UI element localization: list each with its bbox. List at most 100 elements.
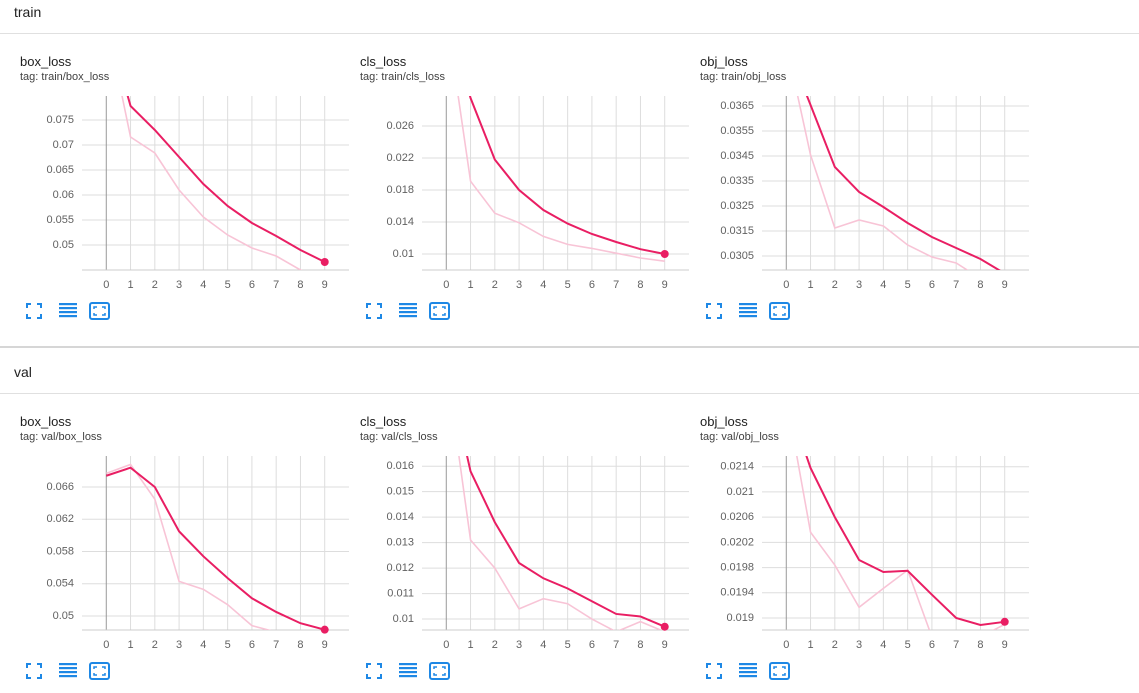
fit-domain-button[interactable] [769,302,790,320]
icon-bar [399,307,417,310]
x-tick-label: 4 [880,279,886,291]
x-tick-label: 2 [492,639,498,651]
icon-frame [769,302,790,320]
icon-frame [429,302,450,320]
icon-stroke [717,663,722,668]
fit-domain-button[interactable] [429,662,450,680]
y-tick-label: 0.06 [53,189,74,201]
x-tick-label: 4 [200,279,206,291]
last-point [320,625,329,634]
data-toggle-button[interactable] [739,663,757,678]
icon-bar [59,307,77,310]
y-tick-label: 0.0365 [720,100,754,112]
fullscreen-button[interactable] [706,663,722,679]
icon-bar [399,667,417,670]
icon-bar [739,663,757,666]
x-tick-label: 4 [540,639,546,651]
data-toggle-button[interactable] [59,663,77,678]
last-point [660,250,669,258]
x-tick-label: 3 [516,279,522,291]
icon-bar [59,311,77,314]
x-tick-label: 4 [200,639,206,651]
chart-title: obj_loss [700,414,748,429]
line-series [466,456,666,628]
y-tick-label: 0.014 [386,216,414,228]
fullscreen-button[interactable] [366,663,382,679]
icon-stroke [706,663,711,668]
line-series [796,96,969,270]
data-toggle-button[interactable] [739,303,757,318]
icon-bar [59,663,77,666]
fit-domain-button[interactable] [89,662,110,680]
chart-subtitle: tag: val/box_loss [20,431,102,443]
x-tick-label: 3 [176,639,182,651]
y-tick-label: 0.011 [387,587,414,599]
icon-stroke [706,674,711,679]
section-title: val [14,364,32,380]
data-toggle-button[interactable] [59,303,77,318]
x-tick-label: 6 [249,279,255,291]
x-tick-label: 1 [467,639,473,651]
x-tick-label: 2 [832,639,838,651]
icon-stroke [377,303,382,308]
x-tick-label: 0 [783,279,789,291]
icon-stroke [37,303,42,308]
icon-bar [739,307,757,310]
y-tick-label: 0.016 [386,460,414,472]
x-tick-label: 6 [249,639,255,651]
icon-stroke [37,314,42,319]
x-tick-label: 6 [929,639,935,651]
x-tick-label: 6 [589,639,595,651]
y-tick-label: 0.0345 [720,150,754,162]
x-tick-label: 1 [467,279,473,291]
y-tick-label: 0.0355 [720,125,754,137]
fullscreen-button[interactable] [26,663,42,679]
line-series [468,96,665,255]
icon-bar [399,315,417,318]
icon-bar [739,671,757,674]
y-tick-label: 0.018 [386,184,414,196]
x-tick-label: 3 [176,279,182,291]
line-series [796,456,1006,630]
y-tick-label: 0.05 [53,610,74,622]
x-tick-label: 1 [807,639,813,651]
x-tick-label: 9 [322,279,328,291]
icon-bar [739,303,757,306]
icon-bar [399,675,417,678]
data-toggle-button[interactable] [399,303,417,318]
data-toggle-button[interactable] [399,663,417,678]
fullscreen-button[interactable] [366,303,382,319]
x-tick-label: 8 [297,639,303,651]
y-tick-label: 0.0325 [720,200,754,212]
x-tick-label: 2 [492,279,498,291]
icon-corners [93,666,106,676]
line-series [805,456,1005,626]
x-tick-label: 8 [977,639,983,651]
y-tick-label: 0.021 [726,486,754,498]
y-tick-label: 0.012 [386,562,414,574]
fullscreen-button[interactable] [706,303,722,319]
x-tick-label: 9 [662,639,668,651]
icon-stroke [717,303,722,308]
x-tick-label: 8 [637,279,643,291]
icon-bar [739,675,757,678]
x-tick-label: 5 [905,279,911,291]
x-tick-label: 7 [613,279,619,291]
x-tick-label: 5 [225,279,231,291]
x-tick-label: 9 [1002,279,1008,291]
y-tick-label: 0.01 [393,613,414,625]
icon-bar [399,671,417,674]
fit-domain-button[interactable] [89,302,110,320]
fit-domain-button[interactable] [429,302,450,320]
icon-stroke [377,674,382,679]
y-tick-label: 0.014 [386,511,414,523]
y-tick-label: 0.07 [53,139,74,151]
y-tick-label: 0.062 [46,513,74,525]
icon-stroke [706,314,711,319]
y-tick-label: 0.055 [46,214,74,226]
icon-bar [739,311,757,314]
x-tick-label: 9 [1002,639,1008,651]
icon-stroke [366,303,371,308]
fullscreen-button[interactable] [26,303,42,319]
fit-domain-button[interactable] [769,662,790,680]
